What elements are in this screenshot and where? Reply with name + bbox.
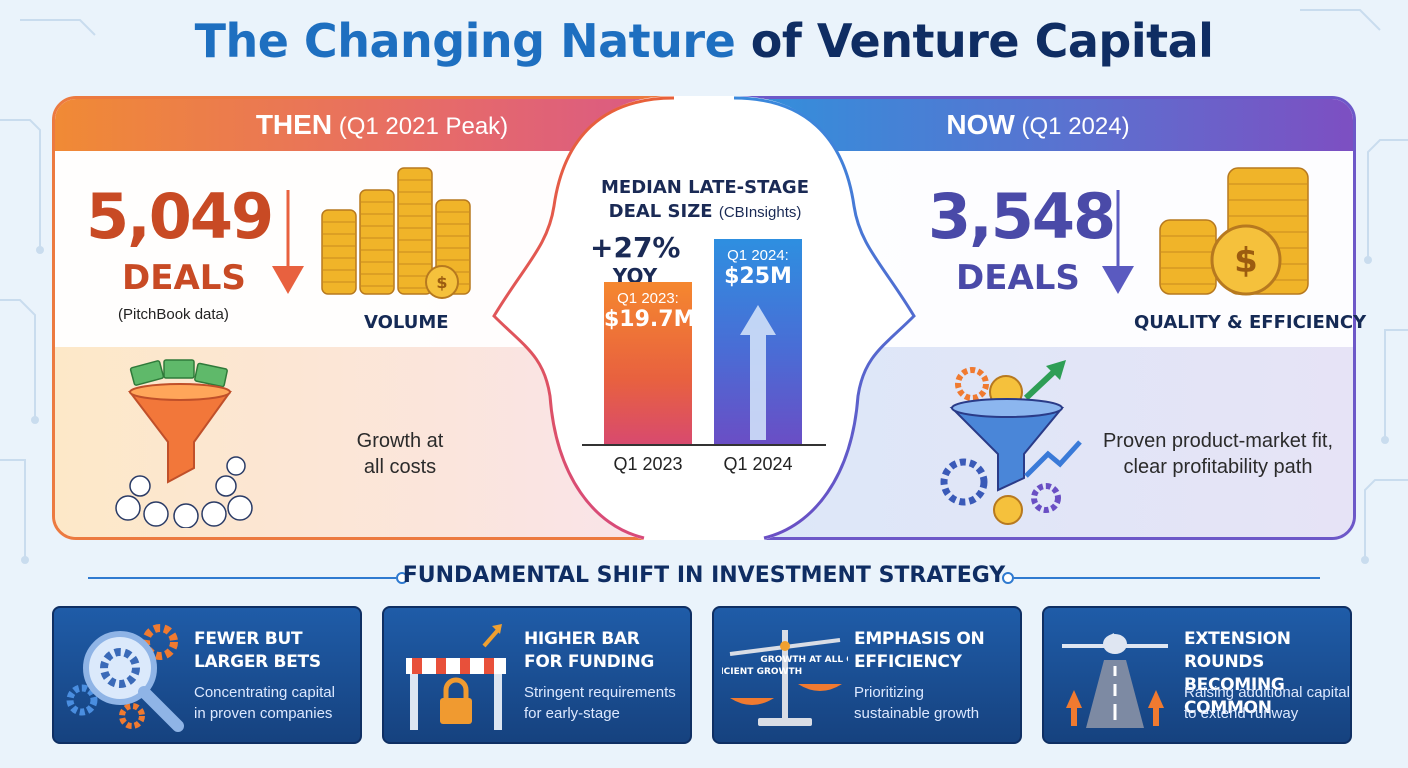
card-1-title: FEWER BUT LARGER BETS [194,628,362,674]
card-4-title-line2: BECOMING COMMON [1184,675,1285,718]
now-description-line1: Proven product-market fit, [1102,430,1334,452]
chart-baseline [582,444,826,446]
then-description: Growth at all costs [330,428,470,480]
card-3-title-line2: EFFICIENCY [854,652,962,672]
then-deals-unit: DEALS [122,258,246,298]
card-3-desc-line1: Prioritizing [854,684,925,701]
title-part-2: of Venture Capital [750,14,1214,68]
card-2-desc: Stringent requirements for early-stage [524,682,692,724]
chart-source: (CBInsights) [718,204,802,221]
card-emphasis-efficiency: EFFICIENT GROWTH GROWTH AT ALL COSTS EMP… [712,606,1022,744]
card-4-desc-line2: to extend runway [1184,705,1299,722]
chart-title-line2: DEAL SIZE [608,201,713,222]
now-heading-bold: NOW [946,109,1015,140]
card-fewer-larger-bets: FEWER BUT LARGER BETS Concentrating capi… [52,606,362,744]
now-deals-unit: DEALS [956,258,1080,298]
card-2-title: HIGHER BAR FOR FUNDING [524,628,692,674]
balance-scale-icon: EFFICIENT GROWTH GROWTH AT ALL COSTS [722,630,848,726]
card-4-desc: Raising additional capital to extend run… [1184,682,1352,724]
x-tick-label-q1-2023: Q1 2023 [613,454,683,474]
center-head-silhouettes [492,96,916,540]
chart-title: MEDIAN LATE-STAGE DEAL SIZE (CBInsights) [580,176,830,225]
card-3-desc-line2: sustainable growth [854,705,980,722]
down-arrow-icon [272,190,304,294]
card-1-title-line2: LARGER BETS [194,652,321,672]
now-icon-label: QUALITY & EFFICIENCY [1134,312,1367,333]
card-2-desc-line1: Stringent requirements [524,684,676,701]
page-title: The Changing Nature of Venture Capital [0,14,1408,68]
money-funnel-icon [115,359,253,528]
card-1-title-line1: FEWER BUT [194,629,303,649]
bar-label-q1-2023: Q1 2023: $19.7M [604,290,696,333]
now-description: Proven product-market fit, clear profita… [1100,428,1336,480]
then-description-line2: all costs [363,456,437,478]
bar-label-big-2023: $19.7M [604,307,696,333]
scale-left-label: EFFICIENT GROWTH [722,667,802,677]
card-2-title-line1: HIGHER BAR [524,629,640,649]
bar-label-big-2024: $25M [724,264,792,289]
yoy-annotation: +27% YOY [590,231,681,289]
shift-title: FUNDAMENTAL SHIFT IN INVESTMENT STRATEGY [402,563,1006,588]
card-higher-bar: HIGHER BAR FOR FUNDING Stringent require… [382,606,692,744]
magnifier-gears-icon [66,624,184,732]
then-heading-rest: (Q1 2021 Peak) [338,113,509,140]
scale-right-label: GROWTH AT ALL COSTS [760,655,848,665]
barrier-lock-icon [406,624,506,730]
chart-title-line1: MEDIAN LATE-STAGE [600,177,809,198]
coin-stacks-icon-now: $ [1159,167,1309,296]
shift-divider [88,572,1320,584]
card-3-title: EMPHASIS ON EFFICIENCY [854,628,1022,674]
bar-label-q1-2024: Q1 2024: $25M [714,247,802,289]
then-deals-number: 5,049 [86,180,274,253]
coin-stacks-icon: $ [321,167,471,299]
funnel-growth-icon [940,360,1082,525]
then-description-line1: Growth at [356,430,444,452]
then-heading-bold: THEN [255,109,333,140]
card-1-desc-line2: in proven companies [194,705,333,722]
bar-q1-2023 [604,282,692,444]
now-header: NOW (Q1 2024) [723,99,1353,151]
card-3-title-line1: EMPHASIS ON [854,629,985,649]
title-part-1: The Changing Nature [194,14,736,68]
card-2-title-line2: FOR FUNDING [524,652,655,672]
card-4-title: EXTENSION ROUNDS BECOMING COMMON [1184,628,1352,720]
now-description-line2: clear profitability path [1123,456,1313,478]
then-icon-label: VOLUME [364,312,449,333]
card-3-desc: Prioritizing sustainable growth [854,682,1022,724]
now-deals-number: 3,548 [928,180,1116,253]
yoy-pct: +27% [590,231,681,264]
card-4-desc-line1: Raising additional capital [1184,684,1350,701]
now-heading-rest: (Q1 2024) [1021,113,1130,140]
card-1-desc: Concentrating capital in proven companie… [194,682,362,724]
svg-text:$: $ [436,273,447,292]
card-4-title-line1: EXTENSION ROUNDS [1184,629,1291,672]
svg-text:$: $ [1234,241,1258,281]
card-extension-rounds: EXTENSION ROUNDS BECOMING COMMON Raising… [1042,606,1352,744]
up-arrow-icon [740,305,776,440]
airplane-runway-icon [1062,633,1168,728]
card-2-desc-line2: for early-stage [524,705,620,722]
then-source: (PitchBook data) [118,306,229,323]
down-arrow-icon-now [1102,190,1134,294]
card-1-desc-line1: Concentrating capital [194,684,335,701]
x-tick-label-q1-2024: Q1 2024 [723,454,793,474]
bar-label-small-2024: Q1 2024: [727,247,789,264]
bar-label-small-2023: Q1 2023: [617,290,679,308]
